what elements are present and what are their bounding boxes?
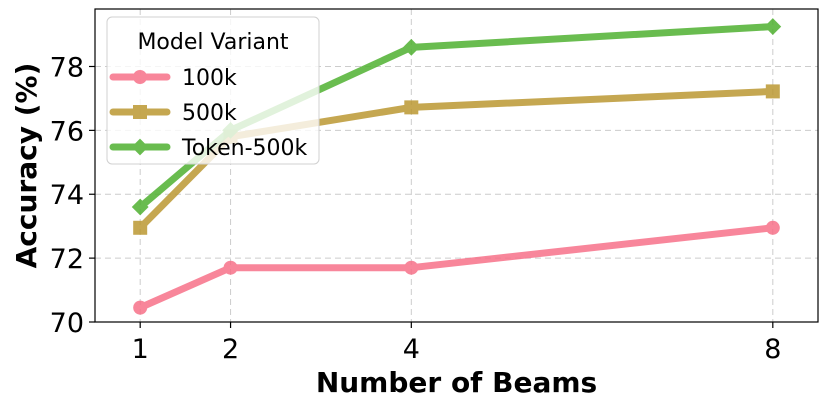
data-point [133, 220, 148, 235]
legend-entry [109, 138, 171, 156]
data-point [404, 260, 419, 275]
legend-label: 100k [182, 66, 237, 91]
y-tick-label: 70 [50, 308, 84, 339]
x-tick-label: 2 [222, 334, 239, 365]
data-point [764, 18, 782, 35]
legend-marker [133, 70, 147, 84]
series-line [136, 224, 777, 312]
legend-box [106, 16, 320, 165]
legend-marker [133, 105, 147, 119]
series-line [136, 23, 777, 211]
plot-frame [94, 8, 819, 323]
legend-entries: 100k 500k Token-500k [109, 66, 308, 161]
legend: Model Variant 100k 500k Token-500k [106, 16, 320, 165]
tick-labels: 1 2 4 8 70 72 74 76 78 [50, 52, 782, 365]
series-100k [133, 220, 780, 315]
tick-marks [89, 65, 774, 328]
legend-entry [109, 105, 171, 119]
series-token-500k [131, 18, 782, 216]
x-tick-label: 8 [764, 334, 781, 365]
data-point [404, 100, 419, 115]
data-point [223, 260, 238, 275]
data-point [765, 220, 780, 235]
y-tick-label: 76 [50, 116, 84, 147]
legend-label: 500k [182, 101, 237, 126]
data-point [765, 84, 780, 99]
legend-entry [109, 70, 171, 84]
y-axis-label: Accuracy (%) [10, 63, 43, 269]
x-tick-label: 4 [403, 334, 420, 365]
series-line [136, 87, 777, 232]
y-tick-label: 78 [50, 52, 84, 83]
x-tick-label: 1 [132, 334, 149, 365]
data-point [402, 38, 420, 56]
x-axis-label: Number of Beams [316, 366, 597, 399]
y-tick-label: 74 [50, 180, 84, 211]
data-point [133, 300, 148, 315]
legend-label: Token-500k [181, 136, 308, 161]
series-group [131, 18, 782, 315]
data-point [131, 198, 149, 216]
y-tick-label: 72 [50, 244, 84, 275]
legend-title: Model Variant [137, 30, 288, 55]
legend-marker [131, 138, 149, 156]
